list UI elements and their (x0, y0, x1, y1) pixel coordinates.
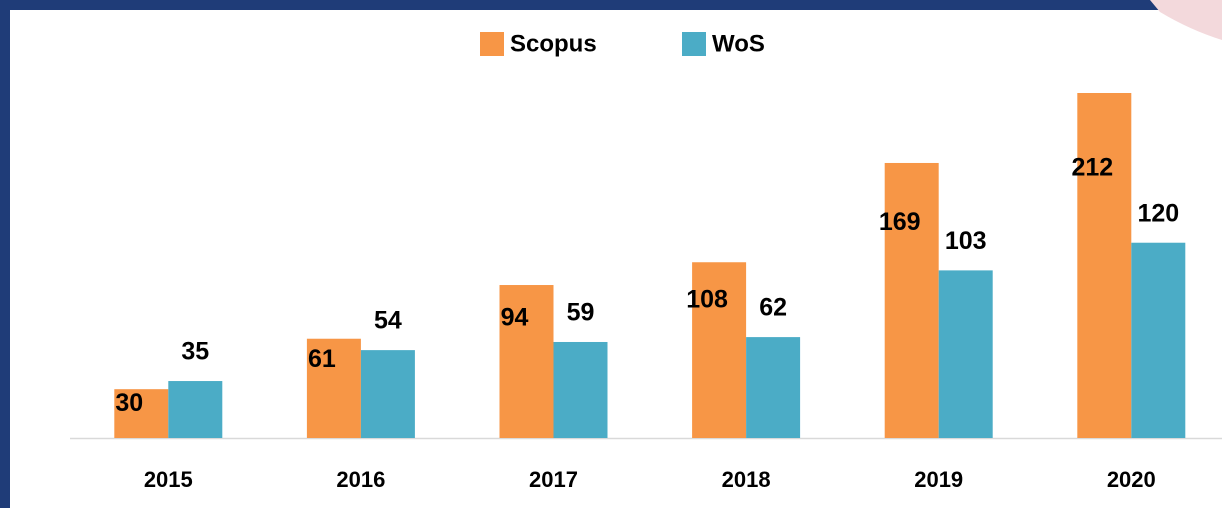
data-label: 62 (759, 294, 787, 322)
data-label: 59 (567, 299, 595, 327)
data-label: 212 (1071, 154, 1113, 182)
bar (361, 350, 415, 438)
x-tick-label: 2015 (144, 467, 193, 492)
bar (1131, 243, 1185, 438)
data-label: 120 (1137, 199, 1179, 227)
data-label: 30 (115, 389, 143, 417)
bar (1077, 93, 1131, 438)
bar (885, 163, 939, 438)
data-label: 94 (501, 303, 529, 331)
x-tick-label: 2018 (722, 467, 771, 492)
legend-swatch (682, 32, 706, 56)
data-label: 35 (181, 338, 209, 366)
bar (939, 270, 993, 438)
data-label: 54 (374, 307, 402, 335)
chart: Scopus WoS 2015 2016 2017 2018 2019 2020 30 61 94 1… (0, 0, 1222, 508)
bar (168, 381, 222, 438)
x-tick-label: 2017 (529, 467, 578, 492)
data-label: 169 (879, 208, 921, 236)
bar (554, 342, 608, 438)
legend-label: WoS (712, 30, 765, 57)
x-tick-label: 2016 (336, 467, 385, 492)
bar (746, 337, 800, 438)
legend-label: Scopus (510, 30, 597, 57)
data-label: 108 (686, 286, 728, 314)
x-tick-label: 2019 (914, 467, 963, 492)
data-label: 61 (308, 345, 336, 373)
x-tick-label: 2020 (1107, 467, 1156, 492)
page: Scopus WoS 2015 2016 2017 2018 2019 2020 30 61 94 1… (0, 0, 1222, 508)
data-label: 103 (945, 227, 987, 255)
legend-swatch (480, 32, 504, 56)
